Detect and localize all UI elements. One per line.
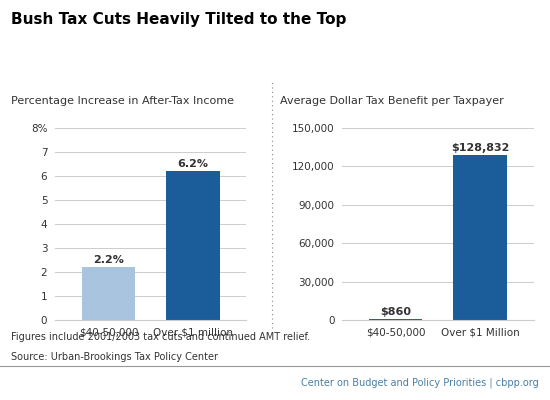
Text: Bush Tax Cuts Heavily Tilted to the Top: Bush Tax Cuts Heavily Tilted to the Top [11,12,346,27]
Bar [453,155,507,320]
Text: $860: $860 [380,306,411,316]
Text: Figures include 2001/2003 tax cuts and continued AMT relief.: Figures include 2001/2003 tax cuts and c… [11,332,310,342]
Text: $128,832: $128,832 [450,143,509,153]
Text: Percentage Increase in After-Tax Income: Percentage Increase in After-Tax Income [11,96,234,106]
Text: 6.2%: 6.2% [177,159,208,169]
Text: Average Dollar Tax Benefit per Taxpayer: Average Dollar Tax Benefit per Taxpayer [280,96,504,106]
Text: Center on Budget and Policy Priorities | cbpp.org: Center on Budget and Policy Priorities |… [301,378,539,388]
Bar [369,319,422,320]
Text: 2.2%: 2.2% [93,255,124,265]
Bar [166,171,219,320]
Text: Source: Urban-Brookings Tax Policy Center: Source: Urban-Brookings Tax Policy Cente… [11,352,218,362]
Bar [82,267,135,320]
